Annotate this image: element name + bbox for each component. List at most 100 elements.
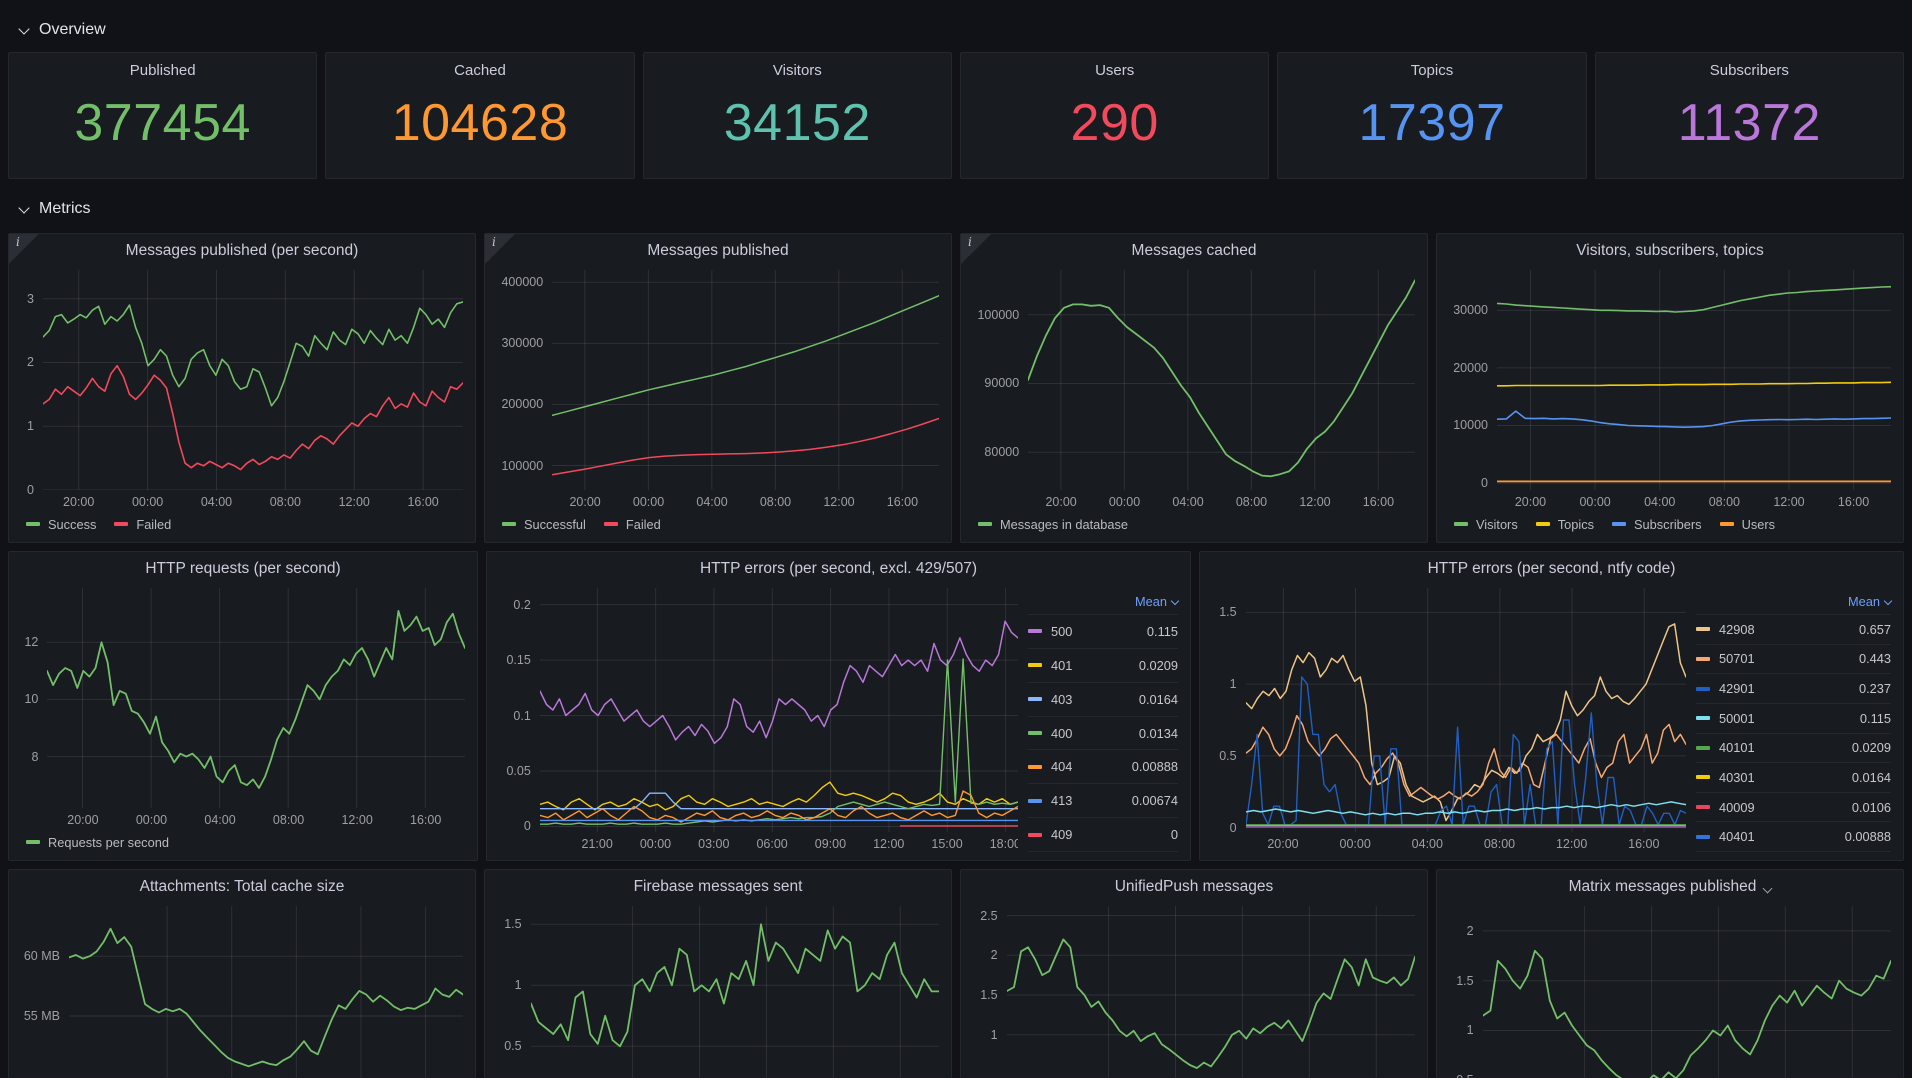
- legend-series-label: 40101: [1719, 740, 1755, 756]
- series-unifiedpush: [1006, 938, 1415, 1070]
- legend-item-failed[interactable]: Failed: [603, 517, 661, 532]
- panel-title[interactable]: UnifiedPush messages: [961, 870, 1427, 904]
- legend-table-row-40101[interactable]: 40101 0.0209: [1696, 732, 1891, 763]
- section-header-overview[interactable]: Overview: [8, 8, 1904, 52]
- legend-mean-sort[interactable]: Mean: [1696, 588, 1893, 614]
- legend-table-row-404[interactable]: 404 0.00888: [1028, 749, 1178, 783]
- stat-value: 17397: [1358, 93, 1506, 152]
- legend-label: Successful: [524, 516, 586, 532]
- legend-table-row-409[interactable]: 409 0: [1028, 817, 1178, 853]
- x-axis: 20:00 00:00 04:00 08:00 12:00 16:00: [1246, 832, 1686, 854]
- legend-table-row-401[interactable]: 401 0.0209: [1028, 647, 1178, 682]
- chart-canvas[interactable]: [43, 270, 463, 490]
- y-tick-label: 1.5: [980, 988, 998, 1003]
- panel-info-icon[interactable]: i: [9, 234, 39, 264]
- panel-title[interactable]: Matrix messages published: [1437, 870, 1903, 904]
- legend-swatch-icon: [1696, 805, 1710, 810]
- panel-title[interactable]: Attachments: Total cache size: [9, 870, 475, 904]
- panel-info-icon[interactable]: i: [485, 234, 515, 264]
- legend-swatch-icon: [1028, 798, 1042, 803]
- legend-item-users[interactable]: Users: [1719, 517, 1775, 532]
- legend-series-label: 50701: [1719, 651, 1755, 667]
- plot-middle: 0.5 1 1.5 2: [1445, 906, 1891, 1078]
- plot-area: [530, 906, 939, 1078]
- chart-canvas[interactable]: [69, 906, 463, 1078]
- legend-item-success[interactable]: Success: [26, 517, 96, 532]
- legend-table-row-50701[interactable]: 50701 0.443: [1696, 643, 1891, 674]
- chart-canvas[interactable]: [1497, 270, 1891, 490]
- legend-table-row-400[interactable]: 400 0.0134: [1028, 715, 1178, 750]
- legend-series-mean: 0.00888: [1131, 759, 1178, 775]
- legend-item-failed[interactable]: Failed: [114, 517, 171, 532]
- legend-item-topics[interactable]: Topics: [1535, 517, 1594, 532]
- x-tick-label: 04:00: [200, 495, 233, 509]
- legend-table-row-403[interactable]: 403 0.0164: [1028, 681, 1178, 716]
- legend-item-subscribers[interactable]: Subscribers: [1612, 517, 1702, 532]
- panel-title[interactable]: Visitors, subscribers, topics: [1437, 234, 1903, 268]
- chart-canvas[interactable]: [1482, 906, 1891, 1078]
- plot-area: [1497, 270, 1891, 490]
- legend-series-label: 42901: [1719, 681, 1755, 697]
- x-tick-label: 12:00: [341, 813, 373, 827]
- chart-canvas[interactable]: [1006, 906, 1415, 1078]
- info-glyph: i: [968, 235, 972, 249]
- x-tick-label: 00:00: [639, 837, 672, 851]
- legend-swatch-icon: [1696, 686, 1710, 691]
- legend-table-row-42908[interactable]: 42908 0.657: [1696, 614, 1891, 644]
- panel-title[interactable]: HTTP requests (per second): [9, 552, 477, 586]
- legend-swatch-icon: [26, 840, 40, 844]
- panel-title[interactable]: Messages published (per second): [9, 234, 475, 268]
- legend-table-row-500[interactable]: 500 0.115: [1028, 614, 1178, 648]
- panel-title[interactable]: Firebase messages sent: [485, 870, 951, 904]
- panel-title[interactable]: HTTP errors (per second, excl. 429/507): [487, 552, 1190, 586]
- chart-canvas[interactable]: [539, 588, 1018, 832]
- chevron-down-icon: [1762, 883, 1773, 893]
- legend-table-row-40009[interactable]: 40009 0.0106: [1696, 791, 1891, 822]
- panel-title[interactable]: Messages published: [485, 234, 951, 268]
- legend-mean-sort[interactable]: Mean: [1028, 588, 1180, 614]
- legend-item-requests-per-second[interactable]: Requests per second: [26, 835, 169, 850]
- legend-item-successful[interactable]: Successful: [502, 517, 586, 532]
- legend-label: Requests per second: [48, 834, 169, 850]
- panel-info-icon[interactable]: i: [961, 234, 991, 264]
- chart-canvas[interactable]: [1028, 270, 1416, 490]
- legend-table-row-40401[interactable]: 40401 0.00888: [1696, 821, 1891, 852]
- panel-unifiedpush-messages: UnifiedPush messages 1 1.5 2 2.5: [960, 869, 1428, 1078]
- plot-middle: 0 1 2 3: [17, 270, 463, 497]
- legend-item-visitors[interactable]: Visitors: [1454, 517, 1518, 532]
- y-tick-label: 0: [1481, 476, 1488, 491]
- chart-canvas[interactable]: [1245, 588, 1686, 832]
- plot-area: [47, 588, 466, 808]
- stat-title: Cached: [454, 62, 506, 79]
- legend: Messages in database: [969, 512, 1415, 536]
- series-404: [539, 790, 1018, 823]
- panel-body: 0.5 1 1.5: [485, 904, 951, 1078]
- legend-table-row-413[interactable]: 413 0.00674: [1028, 783, 1178, 817]
- chart-canvas[interactable]: [530, 906, 939, 1078]
- y-tick-label: 0.2: [513, 597, 531, 612]
- panel-title[interactable]: HTTP errors (per second, ntfy code): [1200, 552, 1903, 586]
- plot-middle: 80000 90000 100000: [969, 270, 1416, 490]
- chart-canvas[interactable]: [552, 270, 940, 490]
- x-tick-label: 03:00: [698, 837, 730, 851]
- y-tick-label: 1.5: [1219, 605, 1237, 620]
- x-tick-label: 04:00: [696, 495, 728, 509]
- legend-table-row-50001[interactable]: 50001 0.115: [1696, 702, 1891, 733]
- x-tick-label: 16:00: [1362, 495, 1395, 509]
- panel-title[interactable]: Messages cached: [961, 234, 1427, 268]
- section-header-metrics[interactable]: Metrics: [8, 187, 1904, 231]
- panel-http-errors-per-second-ntfy-code: HTTP errors (per second, ntfy code) 0 0.5 1…: [1199, 551, 1904, 861]
- series-subscribers: [1497, 410, 1891, 428]
- chevron-down-icon: [1883, 596, 1893, 605]
- plot-column: 0 1 2 3 20:00 00:00 04:00 08:00 12:00 16:00 Succes…: [17, 270, 463, 536]
- legend-item-messages-in-database[interactable]: Messages in database: [978, 517, 1128, 532]
- y-tick-label: 2: [990, 948, 998, 963]
- legend-series-mean: 0.657: [1858, 621, 1891, 637]
- legend-table-row-40301[interactable]: 40301 0.0164: [1696, 762, 1891, 792]
- chart-canvas[interactable]: [47, 588, 466, 808]
- legend-series-label: 400: [1051, 725, 1073, 741]
- stat-value: 11372: [1677, 93, 1821, 152]
- plot-area: [539, 588, 1018, 832]
- y-tick-label: 3: [27, 291, 34, 306]
- legend-table-row-42901[interactable]: 42901 0.237: [1696, 673, 1891, 703]
